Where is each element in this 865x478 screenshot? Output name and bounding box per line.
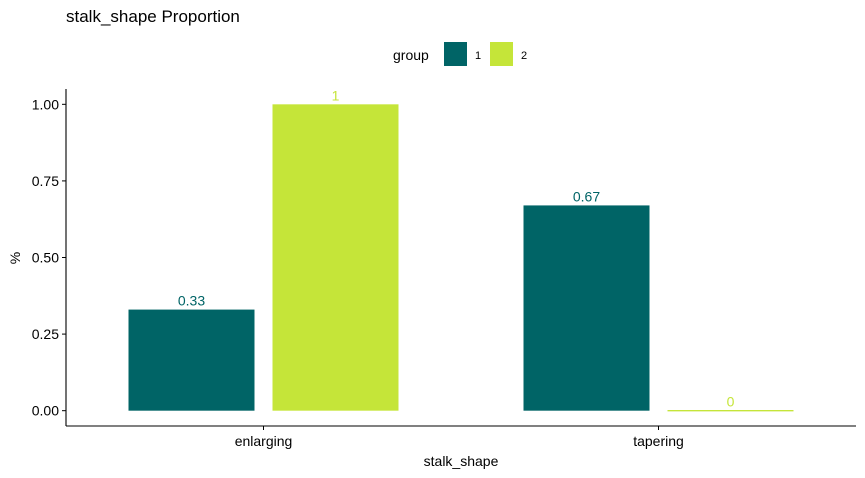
data-label: 0 — [727, 394, 735, 410]
bar-enlarging-group-1 — [128, 309, 255, 411]
y-tick-label: 0.75 — [32, 173, 59, 189]
data-label: 1 — [332, 87, 340, 103]
y-tick-label: 0.25 — [32, 326, 59, 342]
y-axis-title: % — [7, 252, 23, 264]
data-label: 0.33 — [178, 293, 205, 309]
data-label: 0.67 — [573, 188, 600, 204]
legend-title: group — [393, 47, 429, 63]
y-tick-label: 1.00 — [32, 96, 59, 112]
y-axis: 0.00 0.25 0.50 0.75 1.00 — [32, 96, 66, 419]
bar-enlarging-group-2 — [272, 104, 399, 411]
x-tick-label: enlarging — [235, 433, 293, 449]
legend-key-1 — [444, 42, 467, 66]
y-tick-label: 0.50 — [32, 250, 59, 266]
legend: group 1 2 — [393, 42, 527, 66]
y-tick-label: 0.00 — [32, 403, 59, 419]
plot-area: 0.33 1 0.67 0 — [128, 87, 794, 412]
x-axis-title: stalk_shape — [424, 453, 499, 469]
legend-key-2 — [490, 42, 513, 66]
x-tick-label: tapering — [633, 433, 684, 449]
chart-title: stalk_shape Proportion — [66, 7, 240, 26]
legend-label: 1 — [475, 50, 481, 62]
legend-label: 2 — [521, 50, 527, 62]
bar-tapering-group-1 — [523, 205, 650, 411]
x-axis: enlarging tapering — [235, 426, 684, 449]
